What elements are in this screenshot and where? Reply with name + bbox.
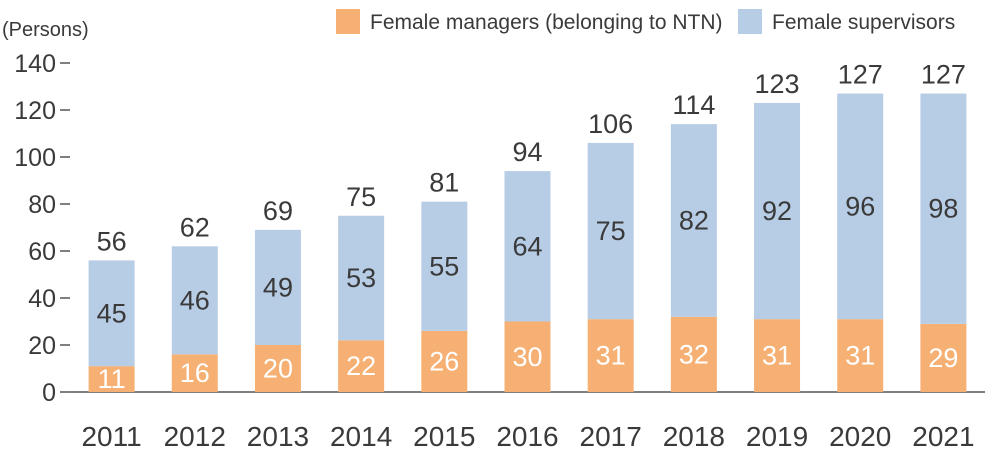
data-label-total: 114 [672, 90, 715, 120]
data-label-female-supervisors: 92 [762, 196, 792, 226]
x-tick-label: 2012 [164, 421, 226, 452]
y-tick-label: 60 [28, 238, 56, 266]
bar-female-managers [504, 321, 551, 392]
bar-female-managers [670, 316, 717, 392]
data-label-total: 75 [346, 182, 376, 212]
x-tick-label: 2020 [829, 421, 891, 452]
y-axis-unit-label: (Persons) [2, 19, 89, 41]
y-tick-label: 80 [28, 191, 56, 219]
data-label-female-supervisors: 82 [679, 205, 709, 235]
legend-swatch-female-supervisors [738, 9, 762, 34]
bar-female-supervisors [254, 229, 301, 345]
x-tick-label: 2014 [330, 421, 392, 452]
x-tick-label: 2013 [247, 421, 309, 452]
legend-label-female-supervisors: Female supervisors [772, 11, 955, 34]
data-label-female-supervisors: 96 [845, 191, 875, 221]
data-label-female-supervisors: 55 [429, 251, 459, 281]
bar-female-managers [338, 340, 385, 392]
bar-female-supervisors [504, 171, 551, 322]
y-tick-label: 120 [14, 97, 56, 125]
bar-female-managers [754, 319, 801, 392]
data-label-total: 127 [838, 60, 883, 90]
data-label-female-supervisors: 98 [928, 194, 958, 224]
bar-female-managers [421, 330, 468, 392]
data-label-total: 56 [97, 226, 127, 256]
y-tick-label: 20 [28, 332, 56, 360]
bar-female-supervisors [171, 246, 218, 355]
data-label-female-managers: 32 [679, 339, 709, 369]
x-axis: 2011 2012 2013 2014 2015 2016 2017 2018 2019 2020… [81, 421, 974, 452]
bar-female-managers [171, 354, 218, 392]
x-tick-label: 2018 [663, 421, 725, 452]
y-tick-label: 140 [14, 50, 56, 78]
data-label-female-supervisors: 53 [346, 263, 376, 293]
data-label-female-managers: 30 [512, 342, 542, 372]
bar-female-supervisors [421, 201, 468, 331]
data-label-female-managers: 20 [263, 354, 293, 384]
data-label-total: 106 [588, 109, 633, 139]
data-label-total: 123 [755, 69, 800, 99]
bar-female-supervisors [587, 142, 634, 320]
x-tick-label: 2015 [413, 421, 475, 452]
bar-female-supervisors [88, 260, 135, 367]
bar-female-managers [88, 366, 135, 392]
bars: 11 45 56 16 46 62 20 49 69 22 53 75 26 55 81 30 64 94 31 75… [88, 60, 967, 394]
legend: Female managers (belonging to NTN) Femal… [336, 9, 955, 34]
data-label-female-supervisors: 49 [263, 272, 293, 302]
data-label-female-managers: 22 [346, 351, 376, 381]
y-tick-label: 0 [42, 379, 56, 407]
data-label-female-managers: 26 [429, 346, 459, 376]
data-label-total: 62 [180, 212, 210, 242]
data-label-female-supervisors: 75 [596, 216, 626, 246]
legend-swatch-female-managers [336, 9, 360, 34]
bar-female-managers [920, 323, 967, 392]
bar-female-supervisors [837, 93, 884, 320]
bar-female-managers [254, 345, 301, 392]
bar-female-managers [587, 319, 634, 392]
x-tick-label: 2016 [496, 421, 558, 452]
data-label-total: 81 [429, 168, 459, 198]
bar-female-supervisors [338, 215, 385, 341]
data-label-female-managers: 31 [596, 341, 626, 371]
data-label-female-supervisors: 45 [97, 298, 127, 328]
data-label-female-managers: 31 [845, 341, 875, 371]
data-label-female-managers: 31 [762, 341, 792, 371]
legend-label-female-managers: Female managers (belonging to NTN) [370, 11, 723, 34]
x-tick-label: 2019 [746, 421, 808, 452]
y-tick-label: 40 [28, 285, 56, 313]
bar-female-managers [837, 319, 884, 392]
bar-female-supervisors [920, 93, 967, 324]
x-tick-label: 2021 [912, 421, 974, 452]
data-label-female-supervisors: 46 [180, 285, 210, 315]
y-tick-label: 100 [14, 144, 56, 172]
x-tick-label: 2011 [81, 421, 141, 452]
data-label-total: 127 [921, 60, 966, 90]
y-axis: 0 20 40 60 80 100 120 140 [14, 50, 985, 407]
data-label-female-managers: 11 [98, 364, 126, 394]
bar-female-supervisors [670, 124, 717, 317]
bar-female-supervisors [754, 102, 801, 320]
data-label-female-supervisors: 64 [512, 231, 542, 261]
data-label-female-managers: 29 [928, 343, 958, 373]
data-label-total: 94 [512, 137, 542, 167]
x-tick-label: 2017 [580, 421, 642, 452]
data-label-female-managers: 16 [180, 358, 210, 388]
data-label-total: 69 [263, 196, 293, 226]
